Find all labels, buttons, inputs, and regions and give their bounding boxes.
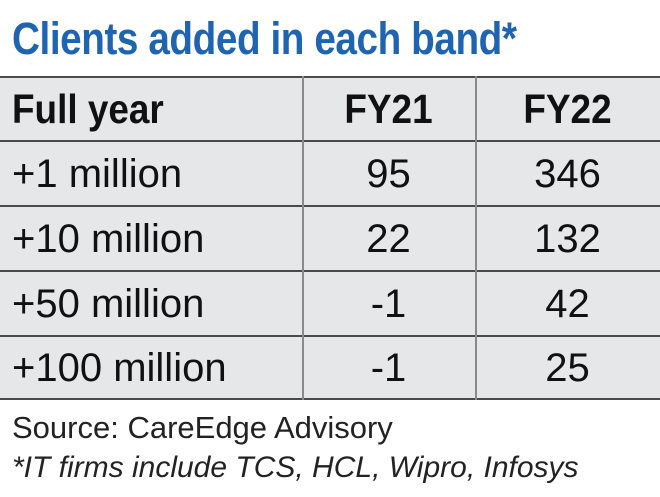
table-rule (0, 205, 660, 207)
source-note: Source: CareEdge Advisory (12, 410, 393, 445)
column-header-full-year: Full year (12, 86, 164, 132)
chart-title: Clients added in each band* (12, 13, 517, 64)
row-label: +10 million (12, 217, 205, 261)
table-cell-fy21: 22 (366, 217, 411, 261)
table-rule (0, 140, 660, 142)
row-label: +50 million (12, 282, 205, 326)
table-cell-fy21: 95 (366, 152, 411, 196)
column-header-fy22: FY22 (523, 86, 612, 132)
table-cell-fy22: 346 (534, 152, 601, 196)
column-header-fy21: FY21 (344, 86, 433, 132)
table-cell-fy22: 132 (534, 217, 601, 261)
data-table: Full year FY21 FY22 +1 million 95 346 +1… (0, 76, 660, 400)
table-rule-bottom (0, 398, 660, 400)
table-cell-fy21: -1 (370, 282, 407, 326)
table-cell-fy22: 25 (545, 346, 590, 390)
row-label: +100 million (12, 346, 227, 390)
table-rule (0, 335, 660, 337)
footnote: *IT firms include TCS, HCL, Wipro, Infos… (12, 451, 579, 484)
table-rule-top (0, 76, 660, 78)
column-divider (302, 76, 304, 400)
table-cell-fy21: -1 (370, 346, 407, 390)
table-cell-fy22: 42 (545, 282, 590, 326)
table-rule (0, 270, 660, 272)
row-label: +1 million (12, 152, 183, 196)
column-divider (475, 76, 477, 400)
